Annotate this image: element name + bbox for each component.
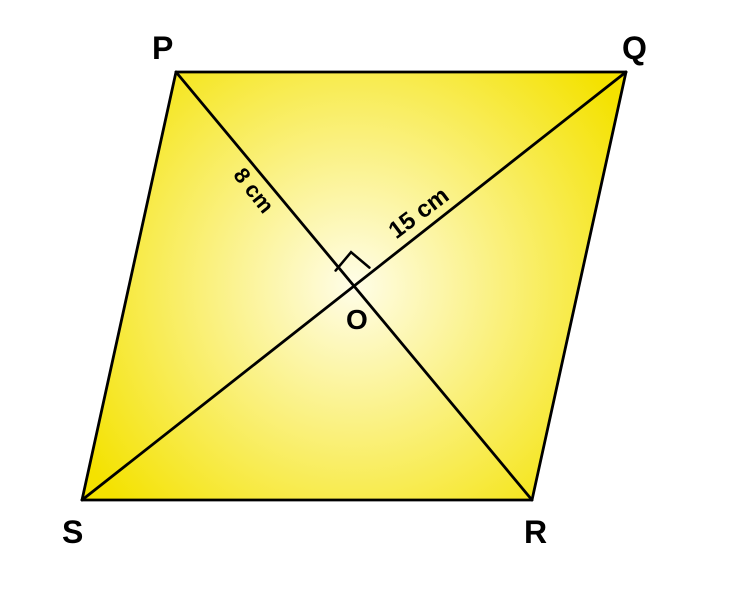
rhombus-svg: [0, 0, 750, 592]
diagram-stage: P Q R S O 8 cm 15 cm: [0, 0, 750, 592]
